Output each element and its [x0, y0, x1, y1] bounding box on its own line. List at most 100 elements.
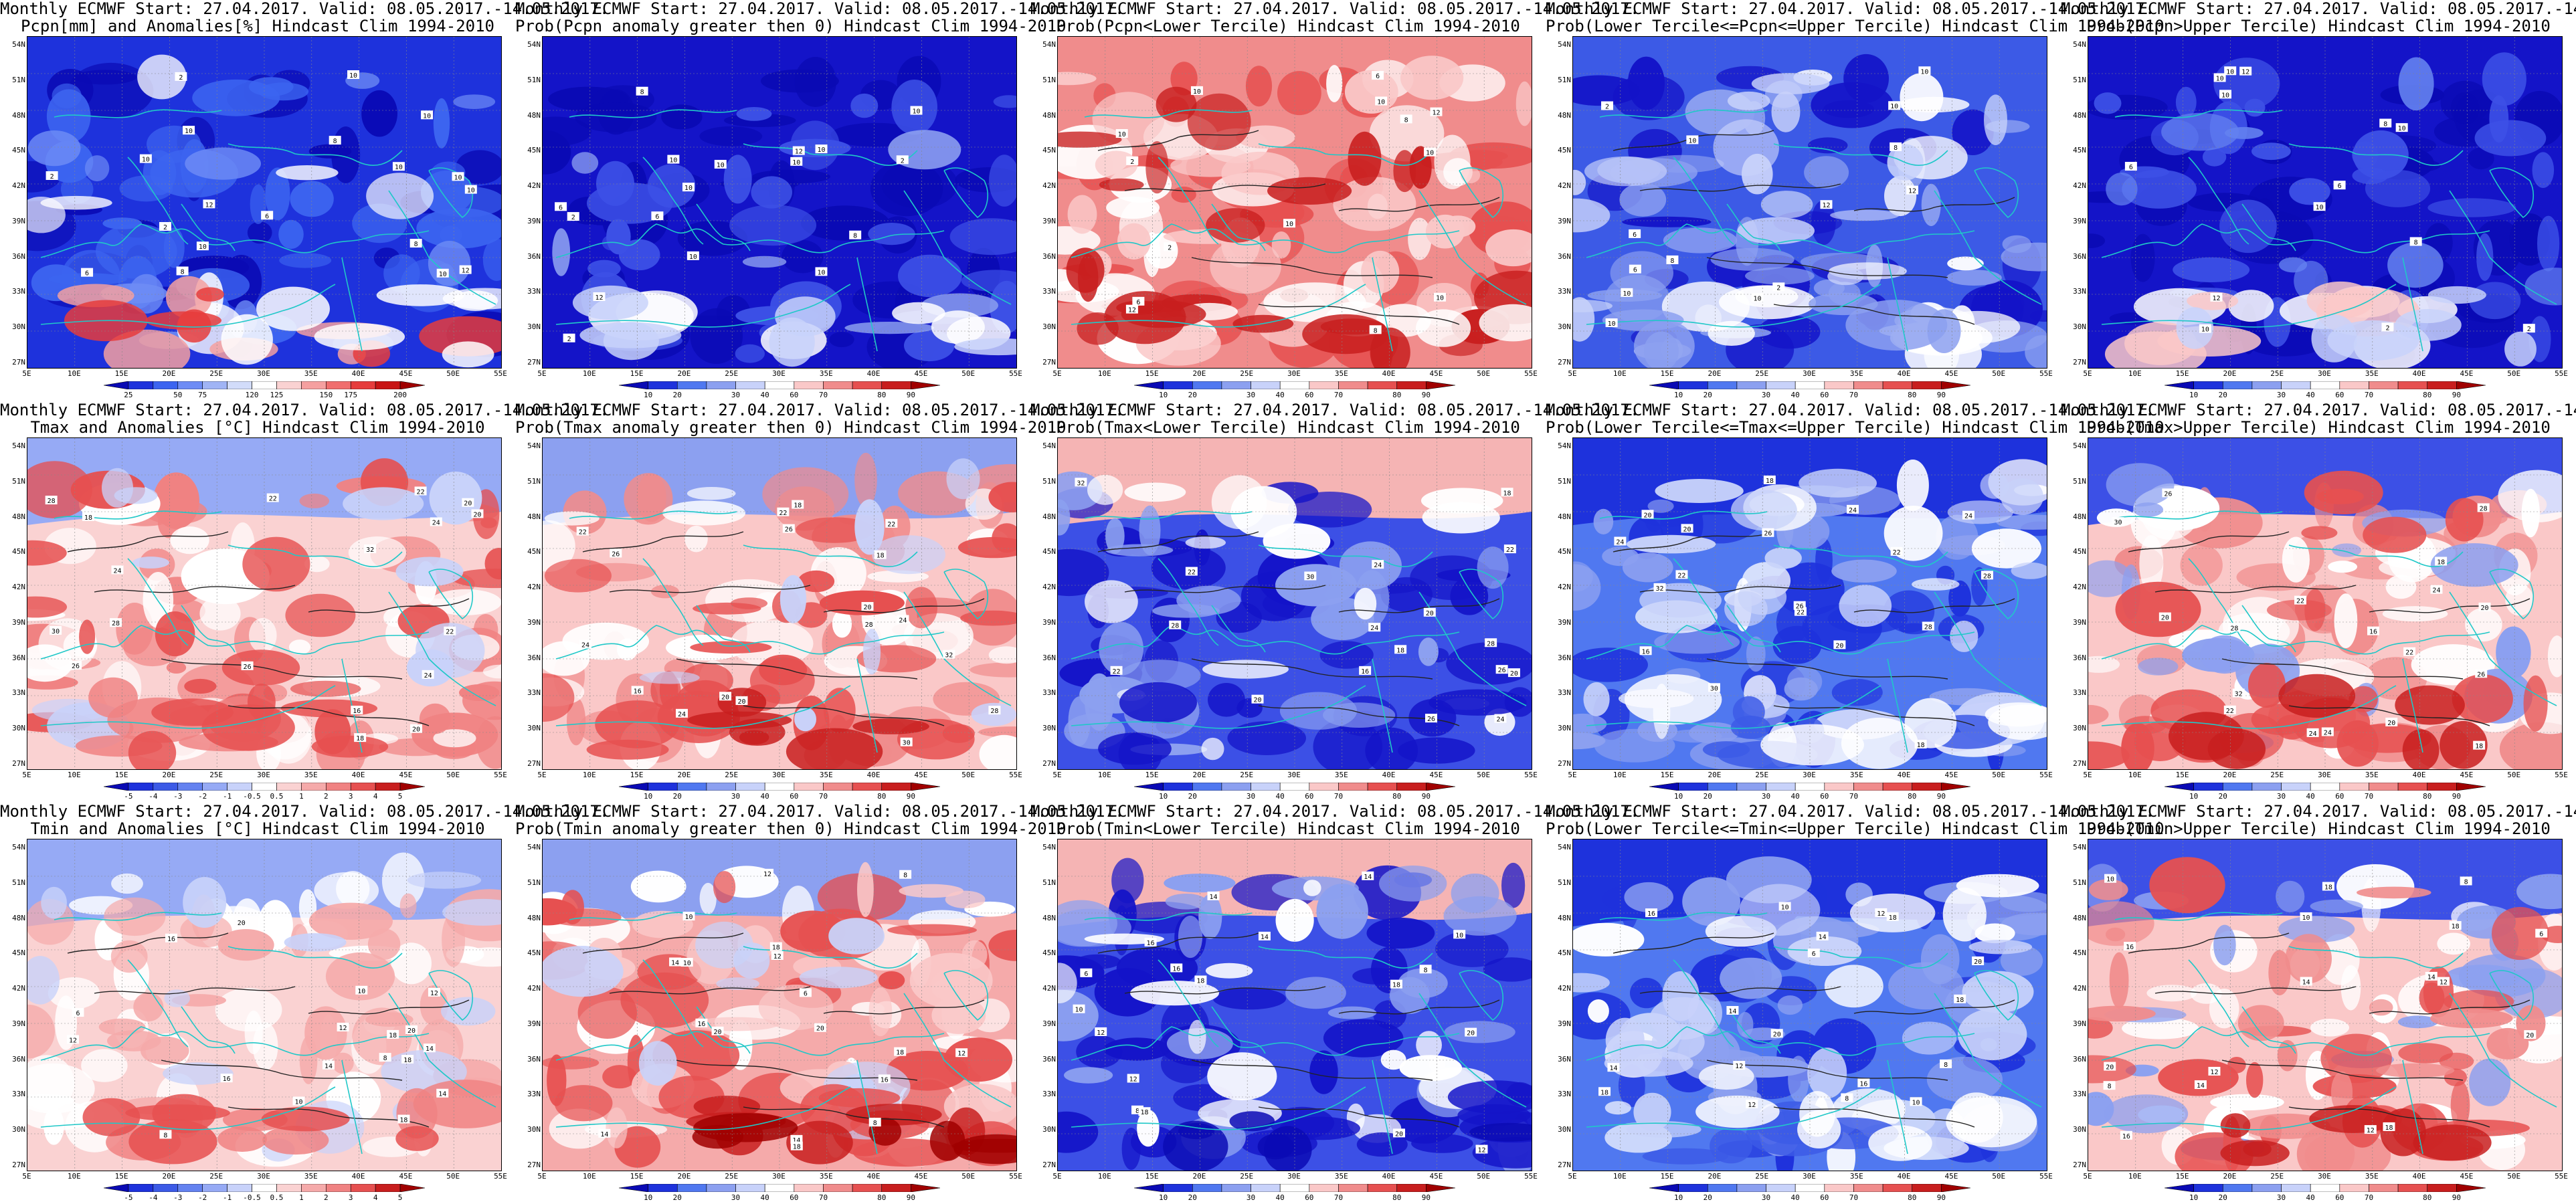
contour-value-label: 14 — [1726, 1005, 1739, 1015]
colorbar-swatch — [153, 381, 179, 389]
colorbar-swatch — [2427, 783, 2457, 791]
contour-value-label: 18 — [874, 550, 887, 560]
field-shade — [899, 884, 963, 898]
colorbar-swatch — [326, 381, 351, 389]
contour-value-label: 14 — [1362, 871, 1374, 881]
lat-tick-label: 39N — [12, 216, 25, 225]
field-shade — [1888, 962, 1964, 1010]
contour-value-label: 10 — [2313, 202, 2326, 211]
lat-tick-label: 36N — [12, 1054, 25, 1064]
colorbar-swatch — [852, 783, 883, 791]
coastline-border — [1158, 157, 1219, 245]
lon-tick-label: 40E — [1897, 771, 1911, 779]
svg-text:16: 16 — [1647, 910, 1655, 918]
field-shade-south — [2176, 307, 2214, 349]
coastline-border — [569, 109, 737, 118]
field-shade — [1958, 1009, 2027, 1061]
colorbar-swatch — [2193, 1184, 2223, 1192]
isoline-contour — [227, 705, 430, 726]
colorbar-swatch — [2251, 381, 2282, 389]
field-shade-south — [196, 287, 224, 302]
contour-value-label: 8 — [636, 86, 648, 96]
lon-tick-label: 15E — [630, 771, 644, 779]
field-shade — [2001, 242, 2047, 272]
field-shade — [1198, 894, 1222, 939]
contour-value-label: 20 — [1393, 1128, 1406, 1138]
svg-text:18: 18 — [2475, 743, 2483, 750]
field-shade — [1485, 229, 1532, 267]
lon-tick-label: 20E — [162, 1172, 176, 1181]
map-panel-pcpn-pos: Monthly ECMWF Start: 27.04.2017. Valid: … — [515, 0, 1124, 401]
lon-tick-label: 40E — [351, 369, 365, 378]
svg-text:20: 20 — [1467, 1030, 1475, 1037]
contour-value-label: 18 — [1501, 488, 1513, 497]
svg-text:18: 18 — [877, 553, 885, 560]
field-shade — [1068, 696, 1091, 746]
lat-tick-label: 33N — [2073, 1090, 2086, 1099]
field-shade-south — [818, 1088, 901, 1108]
lat-tick-label: 54N — [1558, 843, 1571, 851]
isoline-contour — [1338, 999, 1500, 1015]
lon-axis: 5E 10E 15E 20E 25E 30E 35E 40E 45E 50E 55E — [537, 1172, 1022, 1181]
contour-value-label: 12 — [67, 1035, 80, 1044]
lat-tick-label: 51N — [527, 75, 541, 84]
lat-tick-label: 54N — [2073, 40, 2086, 49]
lat-tick-label: 27N — [1558, 1161, 1571, 1169]
colorbar-tick-label: 0.5 — [270, 792, 284, 801]
contour-value-label: 18 — [790, 1141, 803, 1151]
lon-tick-label: 5E — [2083, 1172, 2092, 1181]
field-shade — [2266, 599, 2332, 621]
field-shade — [1647, 499, 1674, 513]
svg-text:10: 10 — [689, 254, 697, 261]
field-shade-south — [166, 276, 212, 319]
field-shade-south — [595, 700, 680, 748]
field-shade — [1745, 267, 1815, 285]
contour-value-label: 6 — [2333, 181, 2346, 190]
field-shade — [779, 575, 807, 623]
field-shade — [1984, 94, 2007, 145]
svg-text:8: 8 — [414, 241, 418, 248]
field-shade — [1946, 270, 2002, 286]
lon-tick-label: 20E — [677, 1172, 691, 1181]
contour-value-label: 18 — [82, 512, 94, 522]
coastline-border — [1084, 510, 1253, 520]
colorbar-tick-label: 40 — [760, 792, 769, 801]
field-shade — [2001, 478, 2043, 515]
colorbar-swatch — [1367, 783, 1398, 791]
lat-tick-label: 36N — [12, 252, 25, 261]
isoline-contour — [823, 598, 985, 613]
colorbar-swatch — [1853, 783, 1883, 791]
coastline-border — [2449, 993, 2557, 1108]
field-shade — [1824, 965, 1883, 1008]
lon-tick-label: 15E — [1660, 1172, 1674, 1181]
field-shade — [440, 225, 462, 244]
contour-value-label: 2 — [1126, 156, 1139, 166]
lon-tick-label: 55E — [494, 1172, 507, 1181]
svg-text:14: 14 — [2427, 974, 2435, 981]
field-shade — [453, 94, 496, 109]
colorbar-tick-label: 200 — [393, 391, 407, 399]
lon-tick-label: 35E — [1334, 369, 1348, 378]
coastline-border — [943, 167, 988, 219]
field-shade — [1435, 930, 1509, 967]
coastline-border — [388, 190, 496, 305]
colorbar-swatch — [852, 1184, 883, 1192]
svg-text:16: 16 — [2122, 1133, 2130, 1140]
isoline-contour — [2128, 531, 2290, 553]
field-shade — [1411, 1134, 1473, 1153]
colorbar-swatch — [1396, 381, 1427, 389]
panel-title-line1: Monthly ECMWF Start: 27.04.2017. Valid: … — [1546, 401, 2155, 419]
contour-value-label: 10 — [292, 1096, 305, 1106]
svg-text:20: 20 — [816, 1025, 824, 1033]
coastline-border — [1773, 143, 1948, 166]
lat-tick-label: 30N — [1558, 1125, 1571, 1134]
svg-text:10: 10 — [199, 243, 207, 251]
contour-value-label: 20 — [1770, 1029, 1783, 1038]
svg-text:18: 18 — [2385, 1124, 2393, 1132]
field-shade — [459, 684, 500, 701]
field-shade-south — [1730, 715, 1771, 739]
field-shade — [2161, 112, 2239, 151]
svg-text:10: 10 — [2316, 204, 2324, 211]
field-shade — [27, 461, 92, 518]
svg-text:12: 12 — [69, 1037, 77, 1044]
